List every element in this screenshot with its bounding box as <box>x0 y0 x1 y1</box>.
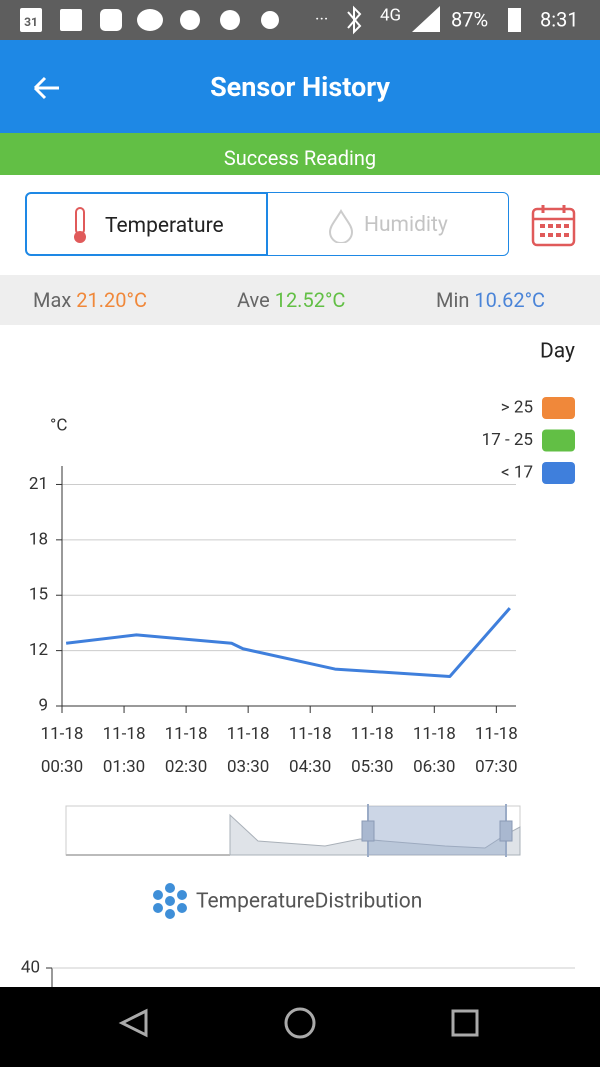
calendar-button[interactable] <box>531 203 577 247</box>
stat-value: 21.20°C <box>76 288 147 312</box>
slider-selection <box>368 806 506 855</box>
stat-value: 10.62°C <box>474 288 546 312</box>
drop-icon <box>328 209 354 243</box>
back-button[interactable] <box>33 76 59 100</box>
temperature-tab[interactable]: Temperature <box>25 192 268 256</box>
weather-icon <box>180 10 200 30</box>
app-icon <box>261 11 279 29</box>
recents-key[interactable] <box>451 1009 479 1037</box>
calendar-day: 31 <box>24 15 38 29</box>
temperature-line <box>65 607 511 678</box>
legend-label: < 17 <box>501 462 533 482</box>
x-tick-label: 11-18 01:30 <box>102 724 146 777</box>
battery-level: 87% <box>451 7 488 31</box>
slider-handle[interactable] <box>361 820 375 842</box>
battery-icon <box>508 8 521 32</box>
status-banner: Success Reading <box>0 133 600 175</box>
stat: Min 10.62°C <box>436 288 545 312</box>
y-tick-label: 9 <box>38 695 48 715</box>
status-bar: 31 ··· 4G 87% 8:31 <box>0 0 600 40</box>
x-tick-label: 11-18 00:30 <box>40 724 84 777</box>
y-tick-label: 21 <box>29 474 48 494</box>
more-icon: ··· <box>315 9 328 29</box>
app-bar-graphics: Sensor History <box>33 71 390 103</box>
legend-label: > 25 <box>501 397 533 417</box>
stat: Max 21.20°C <box>33 288 147 312</box>
signal-icon <box>412 6 440 32</box>
status-icons: 31 ··· 4G 87% 8:31 <box>20 5 579 35</box>
app-bar: Sensor History <box>0 40 600 133</box>
home-key[interactable] <box>284 1007 316 1039</box>
y-tick-label: 12 <box>29 640 48 660</box>
thermometer-icon <box>74 207 86 243</box>
stat: Ave 12.52°C <box>237 288 345 312</box>
calendar-icon <box>20 8 42 32</box>
stat-label: Min <box>436 288 470 312</box>
slider-preview <box>229 813 521 856</box>
y-tick-label: 18 <box>29 529 48 549</box>
y-tick-label: 15 <box>29 585 48 605</box>
clock: 8:31 <box>540 7 579 31</box>
zoom-slider[interactable] <box>65 804 521 857</box>
y-tick-label: 40 <box>21 957 40 977</box>
y-unit: °C <box>50 415 67 435</box>
network: 4G <box>380 5 401 25</box>
tab-label: Temperature <box>105 214 224 238</box>
legend-swatch <box>542 397 575 419</box>
app-icon <box>60 9 82 31</box>
bluetooth-icon <box>347 5 362 35</box>
weather-icon <box>220 10 240 30</box>
chart-area: Day °C TemperatureDistribution 9 12 15 18 21… <box>0 325 600 987</box>
back-key[interactable] <box>118 1008 148 1038</box>
legend-swatch <box>542 429 575 452</box>
tab-label: Humidity <box>364 213 448 237</box>
stat-label: Ave <box>237 288 270 312</box>
x-tick-label: 11-18 03:30 <box>226 724 270 777</box>
section-title: TemperatureDistribution <box>196 890 422 914</box>
distribution-icon <box>153 883 187 919</box>
stat-label: Max <box>33 288 72 312</box>
x-tick-label: 11-18 05:30 <box>350 724 394 777</box>
period-selector[interactable]: Day <box>540 340 575 364</box>
humidity-tab[interactable]: Humidity <box>267 192 509 256</box>
slider-handle[interactable] <box>499 820 513 842</box>
nav-icons <box>118 1007 479 1039</box>
x-tick-label: 11-18 04:30 <box>288 724 332 777</box>
navigation-bar <box>0 987 600 1067</box>
legend-label: 17 - 25 <box>482 430 533 450</box>
chart: Day °C TemperatureDistribution 9 12 15 18 21… <box>21 340 575 987</box>
x-tick-label: 11-18 07:30 <box>474 724 518 777</box>
app-icon <box>137 9 163 31</box>
app-icon <box>100 9 122 31</box>
x-tick-label: 11-18 06:30 <box>412 724 456 777</box>
stats-bar: Max 21.20°C Ave 12.52°C Min 10.62°C <box>0 275 600 325</box>
stat-value: 12.52°C <box>274 288 346 312</box>
legend-swatch <box>542 462 575 484</box>
x-tick-label: 11-18 02:30 <box>164 724 208 777</box>
page-title: Sensor History <box>210 71 390 103</box>
